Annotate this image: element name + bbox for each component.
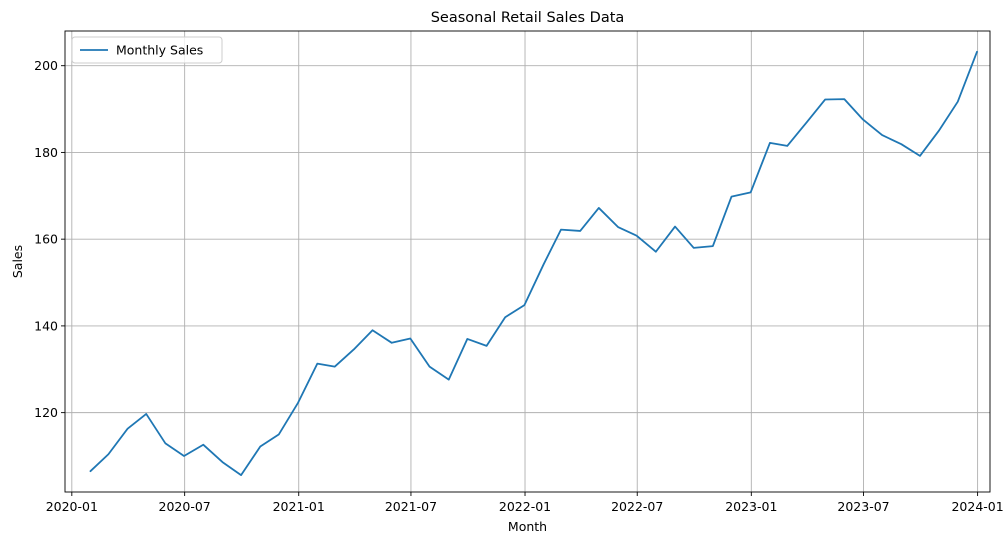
- legend-box: [71, 36, 223, 64]
- x-axis-label: Month: [508, 519, 547, 534]
- y-tick-label: 160: [34, 232, 58, 247]
- y-tick-label: 120: [34, 405, 58, 420]
- y-axis-ticks: 120 140 160 180 200: [34, 58, 65, 420]
- x-axis-ticks: 2020-01 2020-07 2021-01 2021-07 2022-01 2022-…: [46, 492, 1004, 514]
- chart-title: Seasonal Retail Sales Data: [431, 10, 625, 26]
- plot-frame: [64, 30, 991, 493]
- x-tick-label: 2023-07: [837, 499, 889, 514]
- x-tick-label: 2021-01: [273, 499, 325, 514]
- y-tick-label: 180: [34, 145, 58, 160]
- x-tick-label: 2023-01: [725, 499, 777, 514]
- legend-label: Monthly Sales: [116, 43, 203, 58]
- x-tick-label: 2020-07: [159, 499, 211, 514]
- y-tick-label: 200: [34, 58, 58, 73]
- series-line: [89, 50, 978, 476]
- x-tick-label: 2024-01: [951, 499, 1003, 514]
- y-axis-label: Sales: [10, 245, 25, 278]
- x-tick-label: 2022-07: [611, 499, 663, 514]
- x-tick-label: 2021-07: [385, 499, 437, 514]
- grid-lines: [65, 31, 990, 492]
- y-tick-label: 140: [34, 318, 58, 333]
- x-tick-label: 2020-01: [46, 499, 98, 514]
- series-layer: [89, 50, 978, 476]
- x-tick-label: 2022-01: [499, 499, 551, 514]
- legend: Monthly Sales: [71, 36, 223, 64]
